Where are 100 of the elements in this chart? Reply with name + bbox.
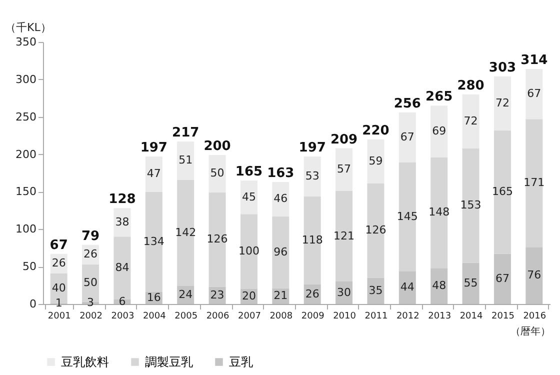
y-tick-label: 50 — [22, 260, 36, 274]
data-label: 171 — [524, 176, 545, 190]
bar — [526, 247, 543, 304]
bar — [177, 142, 194, 180]
data-label: 134 — [143, 234, 164, 248]
bar — [304, 196, 321, 285]
data-label: 67 — [527, 87, 542, 100]
bar — [462, 148, 480, 263]
data-label: 96 — [274, 245, 288, 258]
bar — [430, 106, 448, 158]
y-tick-label: 150 — [16, 185, 36, 198]
data-label: 53 — [305, 169, 320, 182]
x-tick-label: 2010 — [333, 312, 356, 322]
bar — [272, 216, 290, 288]
data-label: 142 — [175, 226, 196, 239]
data-label: 23 — [210, 288, 224, 302]
y-tick-label: 250 — [16, 110, 36, 124]
data-label: 57 — [337, 162, 352, 176]
data-label: 21 — [274, 289, 288, 302]
bar — [398, 271, 416, 304]
legend-label: 調製豆乳 — [145, 355, 193, 369]
bar — [398, 112, 416, 163]
bar — [145, 192, 162, 292]
data-label: 121 — [334, 229, 355, 242]
data-label: 1 — [55, 296, 62, 310]
bar — [208, 192, 226, 287]
bar — [208, 155, 226, 192]
data-label: 26 — [305, 287, 320, 300]
data-label: 3 — [87, 296, 94, 309]
total-label: 280 — [457, 78, 484, 94]
bar — [240, 180, 258, 214]
data-label: 44 — [400, 280, 414, 294]
y-axis-title: （千KL） — [5, 21, 52, 34]
bar — [304, 156, 321, 196]
data-label: 40 — [52, 281, 66, 294]
data-label: 67 — [495, 272, 510, 285]
data-label: 55 — [464, 276, 478, 290]
total-label: 200 — [204, 139, 231, 154]
total-label: 303 — [488, 60, 516, 76]
x-tick-label: 2013 — [428, 312, 452, 322]
data-label: 35 — [368, 284, 383, 297]
total-label: 209 — [330, 132, 358, 148]
total-label: 256 — [394, 96, 421, 112]
y-tick-label: 0 — [30, 298, 36, 310]
bar — [145, 156, 162, 192]
data-label: 46 — [274, 192, 288, 206]
data-label: 148 — [428, 206, 450, 219]
data-label: 118 — [302, 233, 323, 246]
x-tick-label: 2004 — [142, 312, 166, 322]
legend-label: 豆乳 — [229, 355, 253, 369]
data-label: 165 — [492, 185, 513, 198]
total-label: 163 — [267, 166, 294, 181]
data-label: 69 — [432, 124, 446, 138]
x-tick-label: 2003 — [111, 312, 134, 322]
x-tick-label: 2001 — [48, 312, 71, 322]
data-label: 30 — [337, 286, 352, 299]
x-tick-label: 2005 — [174, 312, 198, 322]
data-label: 38 — [115, 215, 130, 228]
data-label: 153 — [460, 198, 482, 212]
bar — [272, 182, 290, 216]
bar — [336, 148, 353, 191]
bar — [462, 94, 480, 148]
data-label: 20 — [242, 290, 256, 303]
x-axis-title: （暦年） — [510, 326, 550, 338]
y-tick-label: 300 — [16, 72, 36, 86]
x-tick-label: 2016 — [523, 312, 546, 322]
total-label: 197 — [140, 140, 168, 156]
x-tick-label: 2008 — [270, 312, 293, 322]
bar — [494, 254, 511, 304]
data-label: 126 — [365, 224, 386, 237]
data-label: 76 — [527, 268, 542, 282]
total-label: 314 — [520, 52, 548, 68]
total-label: 67 — [50, 238, 68, 253]
bar — [336, 190, 353, 282]
x-tick-label: 2007 — [238, 312, 261, 322]
data-label: 51 — [178, 154, 193, 167]
bar — [367, 183, 384, 278]
y-tick-label: 350 — [16, 36, 36, 48]
bar — [494, 130, 511, 254]
y-tick-label: 100 — [16, 222, 36, 236]
data-label: 72 — [464, 114, 478, 128]
data-label: 100 — [238, 244, 260, 258]
bar — [462, 262, 480, 304]
legend-label: 豆乳飲料 — [61, 355, 109, 369]
total-label: 165 — [235, 164, 263, 180]
y-tick-label: 200 — [16, 148, 36, 161]
data-label: 45 — [242, 190, 256, 204]
bar — [494, 76, 511, 130]
total-label: 220 — [362, 123, 390, 138]
bar — [430, 157, 448, 268]
data-label: 67 — [400, 130, 414, 144]
bar — [526, 68, 543, 120]
data-label: 84 — [115, 261, 130, 274]
total-label: 217 — [172, 126, 200, 141]
bar — [398, 162, 416, 272]
data-label: 72 — [495, 96, 510, 110]
data-label: 26 — [52, 256, 66, 270]
bar — [430, 268, 448, 304]
data-label: 50 — [84, 276, 98, 290]
data-label: 126 — [206, 232, 228, 246]
